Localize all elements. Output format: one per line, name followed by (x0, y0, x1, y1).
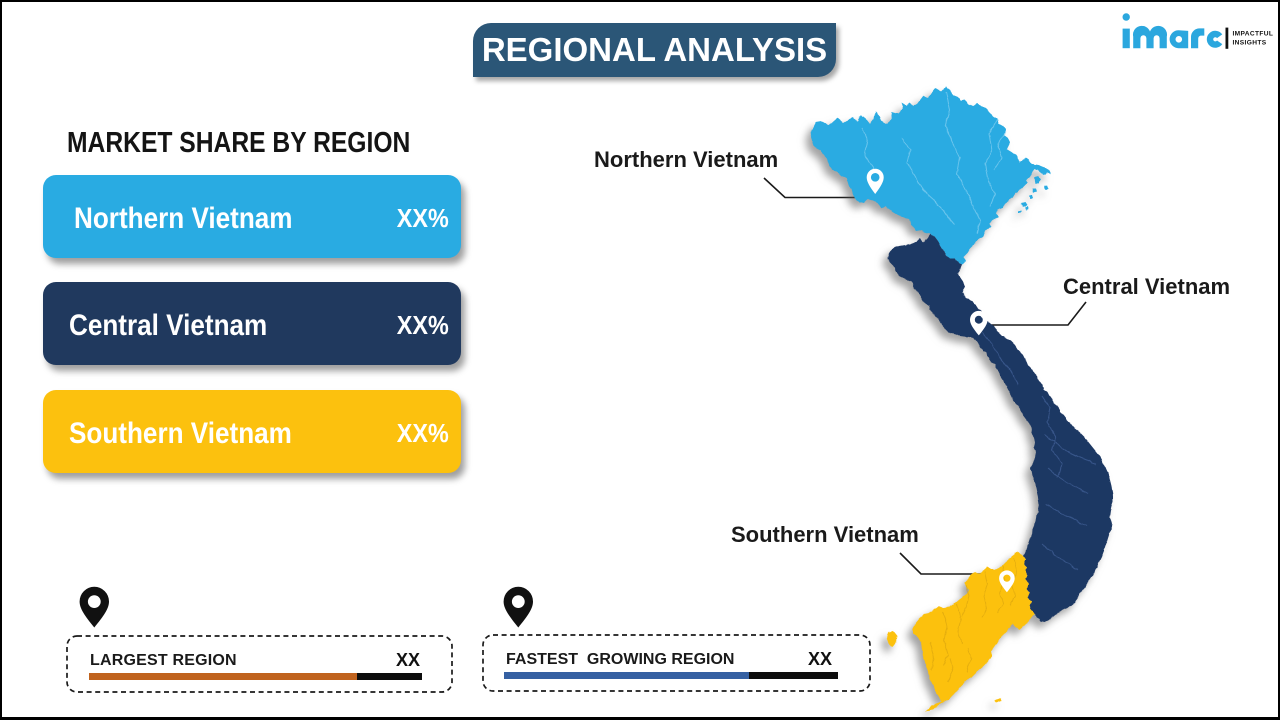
svg-text:INSIGHTS: INSIGHTS (1233, 39, 1267, 46)
svg-text:IMPACTFUL: IMPACTFUL (1233, 31, 1274, 38)
